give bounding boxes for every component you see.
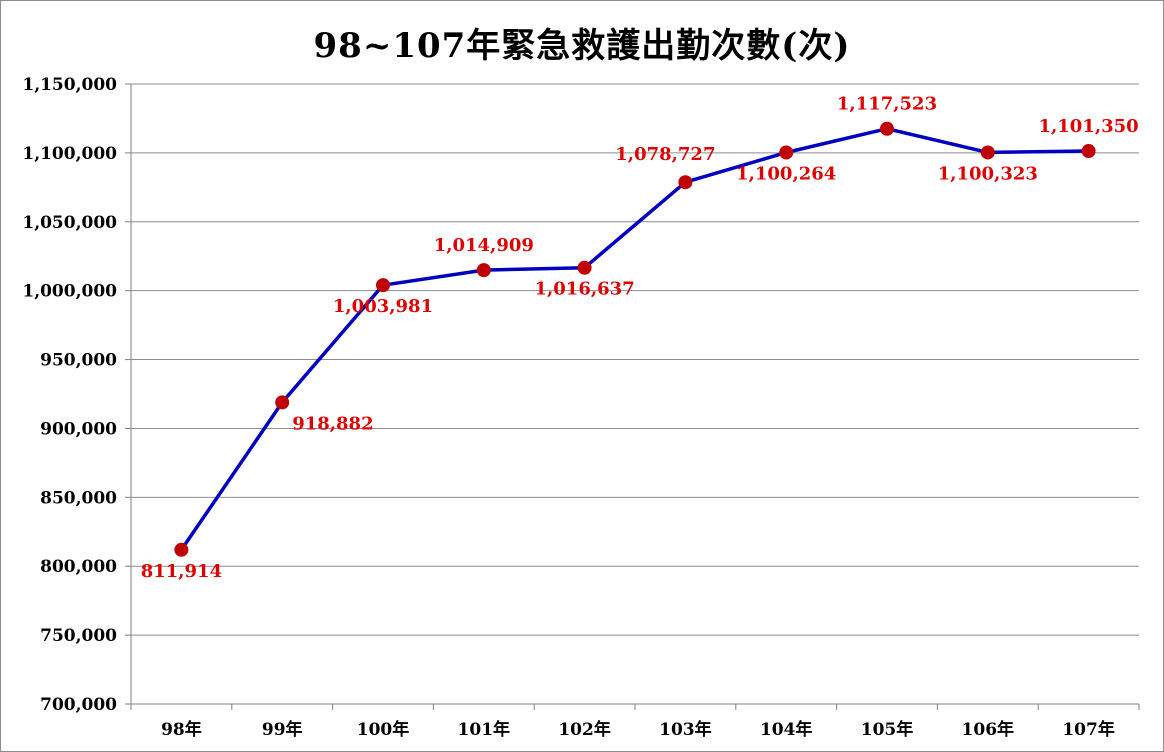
data-point <box>880 121 894 136</box>
y-tick-label: 900,000 <box>40 419 117 439</box>
data-point <box>678 175 693 190</box>
data-label: 1,100,264 <box>736 164 836 185</box>
y-axis-tick-labels: 700,000 750,000 800,000 850,000 900,000 950,0… <box>22 75 117 715</box>
data-point <box>1081 144 1096 159</box>
axes <box>125 83 1140 710</box>
data-label: 1,003,981 <box>333 296 433 317</box>
data-label: 811,914 <box>141 561 222 582</box>
data-point <box>980 145 995 160</box>
data-point <box>779 145 794 160</box>
y-tick-label: 750,000 <box>40 626 117 646</box>
x-tick-label: 98年 <box>161 719 202 740</box>
x-tick-label: 99年 <box>262 719 303 740</box>
y-tick-label: 950,000 <box>40 351 117 371</box>
data-label: 1,078,727 <box>615 144 715 165</box>
data-point <box>577 260 592 275</box>
x-axis-tick-labels: 98年 99年 100年 101年 102年 103年 104年 105年 106年 107年 <box>161 719 1115 740</box>
y-tick-label: 1,050,000 <box>22 213 117 233</box>
data-label: 1,100,323 <box>938 163 1038 184</box>
data-point <box>275 395 290 410</box>
data-label: 1,101,350 <box>1038 116 1138 137</box>
x-tick-label: 105年 <box>861 719 914 740</box>
series-line <box>179 126 1089 551</box>
y-tick-label: 850,000 <box>40 488 117 508</box>
data-label: 1,117,523 <box>837 94 937 115</box>
y-tick-label: 700,000 <box>40 695 117 715</box>
x-tick-label: 101年 <box>458 719 511 740</box>
x-tick-label: 106年 <box>962 719 1015 740</box>
x-tick-label: 103年 <box>659 719 712 740</box>
data-label: 1,014,909 <box>434 235 534 256</box>
series-line-layer <box>179 126 1089 551</box>
x-tick-label: 102年 <box>558 719 611 740</box>
data-markers <box>174 121 1096 557</box>
data-point <box>174 542 189 557</box>
data-label: 1,016,637 <box>534 279 634 300</box>
x-tick-label: 100年 <box>357 719 410 740</box>
y-tick-label: 1,150,000 <box>22 75 117 95</box>
x-tick-label: 104年 <box>760 719 813 740</box>
chart-title: 98~107年緊急救護出勤次數(次) <box>313 26 851 66</box>
data-point <box>376 278 390 293</box>
data-labels: 811,914 918,882 1,003,981 1,014,909 1,016,63… <box>141 94 1139 582</box>
y-tick-label: 1,100,000 <box>22 144 117 164</box>
y-tick-label: 800,000 <box>40 557 117 577</box>
x-tick-label: 107年 <box>1062 719 1115 740</box>
y-tick-label: 1,000,000 <box>22 282 117 302</box>
data-point <box>476 263 491 278</box>
data-label: 918,882 <box>292 413 373 434</box>
gridlines <box>131 83 1139 636</box>
